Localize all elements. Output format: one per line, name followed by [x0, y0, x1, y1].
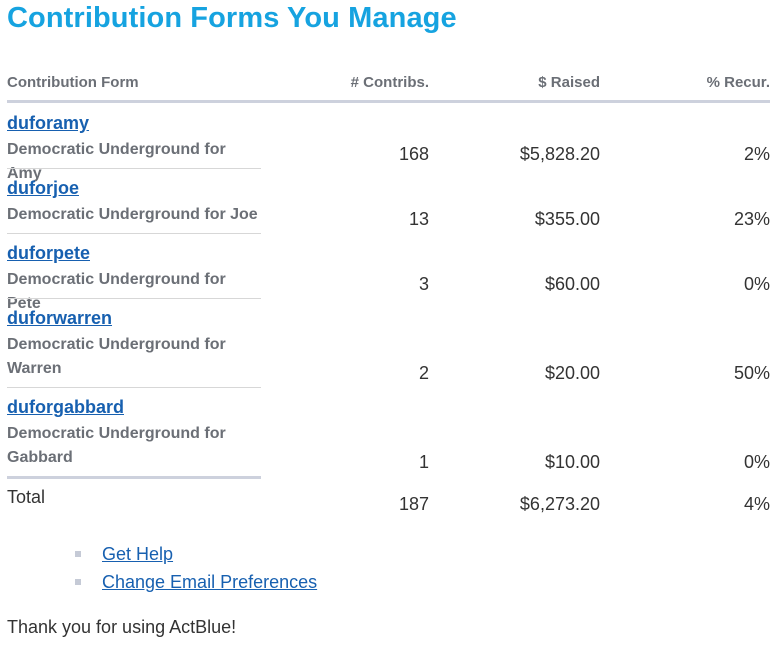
change-email-preferences-link[interactable]: Change Email Preferences: [102, 572, 318, 592]
column-header-contribs: # Contribs.: [350, 74, 429, 91]
form-link-duforpete[interactable]: duforpete: [7, 243, 90, 263]
form-link-duforamy[interactable]: duforamy: [7, 113, 90, 133]
footer-divider: [7, 476, 261, 479]
column-header-recur: % Recur.: [706, 74, 770, 91]
amount-raised: $355.00: [534, 209, 600, 229]
form-description: Democratic Underground for Joe: [7, 206, 258, 223]
form-description: Democratic Underground for Amy: [7, 141, 226, 182]
amount-raised: $5,828.20: [519, 144, 600, 164]
total-contribs: 187: [398, 494, 429, 514]
recur-percent: 0%: [743, 452, 770, 472]
form-description: Democratic Underground for Gabbard: [7, 425, 226, 466]
contribs-count: 1: [418, 452, 429, 472]
list-item: Get Help: [75, 540, 317, 568]
recur-percent: 0%: [743, 274, 770, 294]
get-help-link[interactable]: Get Help: [102, 544, 174, 564]
form-link-duforjoe[interactable]: duforjoe: [7, 178, 79, 198]
list-item: Change Email Preferences: [75, 568, 317, 596]
amount-raised: $60.00: [544, 274, 600, 294]
amount-raised: $10.00: [544, 452, 600, 472]
row-divider: [7, 298, 261, 299]
contribs-count: 2: [418, 363, 429, 383]
total-label: Total: [7, 487, 46, 507]
square-bullet-icon: [75, 551, 81, 557]
contribs-count: 168: [398, 144, 429, 164]
header-divider: [7, 100, 770, 103]
form-description: Democratic Underground for Pete: [7, 271, 226, 312]
row-divider: [7, 233, 261, 234]
contribs-count: 3: [418, 274, 429, 294]
form-description: Democratic Underground for Warren: [7, 336, 226, 377]
thank-you-message: Thank you for using ActBlue!: [7, 617, 237, 637]
column-header-raised: $ Raised: [538, 74, 600, 91]
recur-percent: 50%: [733, 363, 770, 383]
total-recur: 4%: [743, 494, 770, 514]
square-bullet-icon: [75, 579, 81, 585]
row-divider: [7, 387, 261, 388]
total-raised: $6,273.20: [519, 494, 600, 514]
contribs-count: 13: [408, 209, 429, 229]
recur-percent: 2%: [743, 144, 770, 164]
recur-percent: 23%: [733, 209, 770, 229]
form-link-duforgabbard[interactable]: duforgabbard: [7, 397, 124, 417]
page-title: Contribution Forms You Manage: [7, 2, 457, 34]
column-header-form: Contribution Form: [7, 74, 139, 91]
help-links-list: Get Help Change Email Preferences: [75, 540, 317, 596]
amount-raised: $20.00: [544, 363, 600, 383]
row-divider: [7, 168, 261, 169]
form-link-duforwarren[interactable]: duforwarren: [7, 308, 113, 328]
